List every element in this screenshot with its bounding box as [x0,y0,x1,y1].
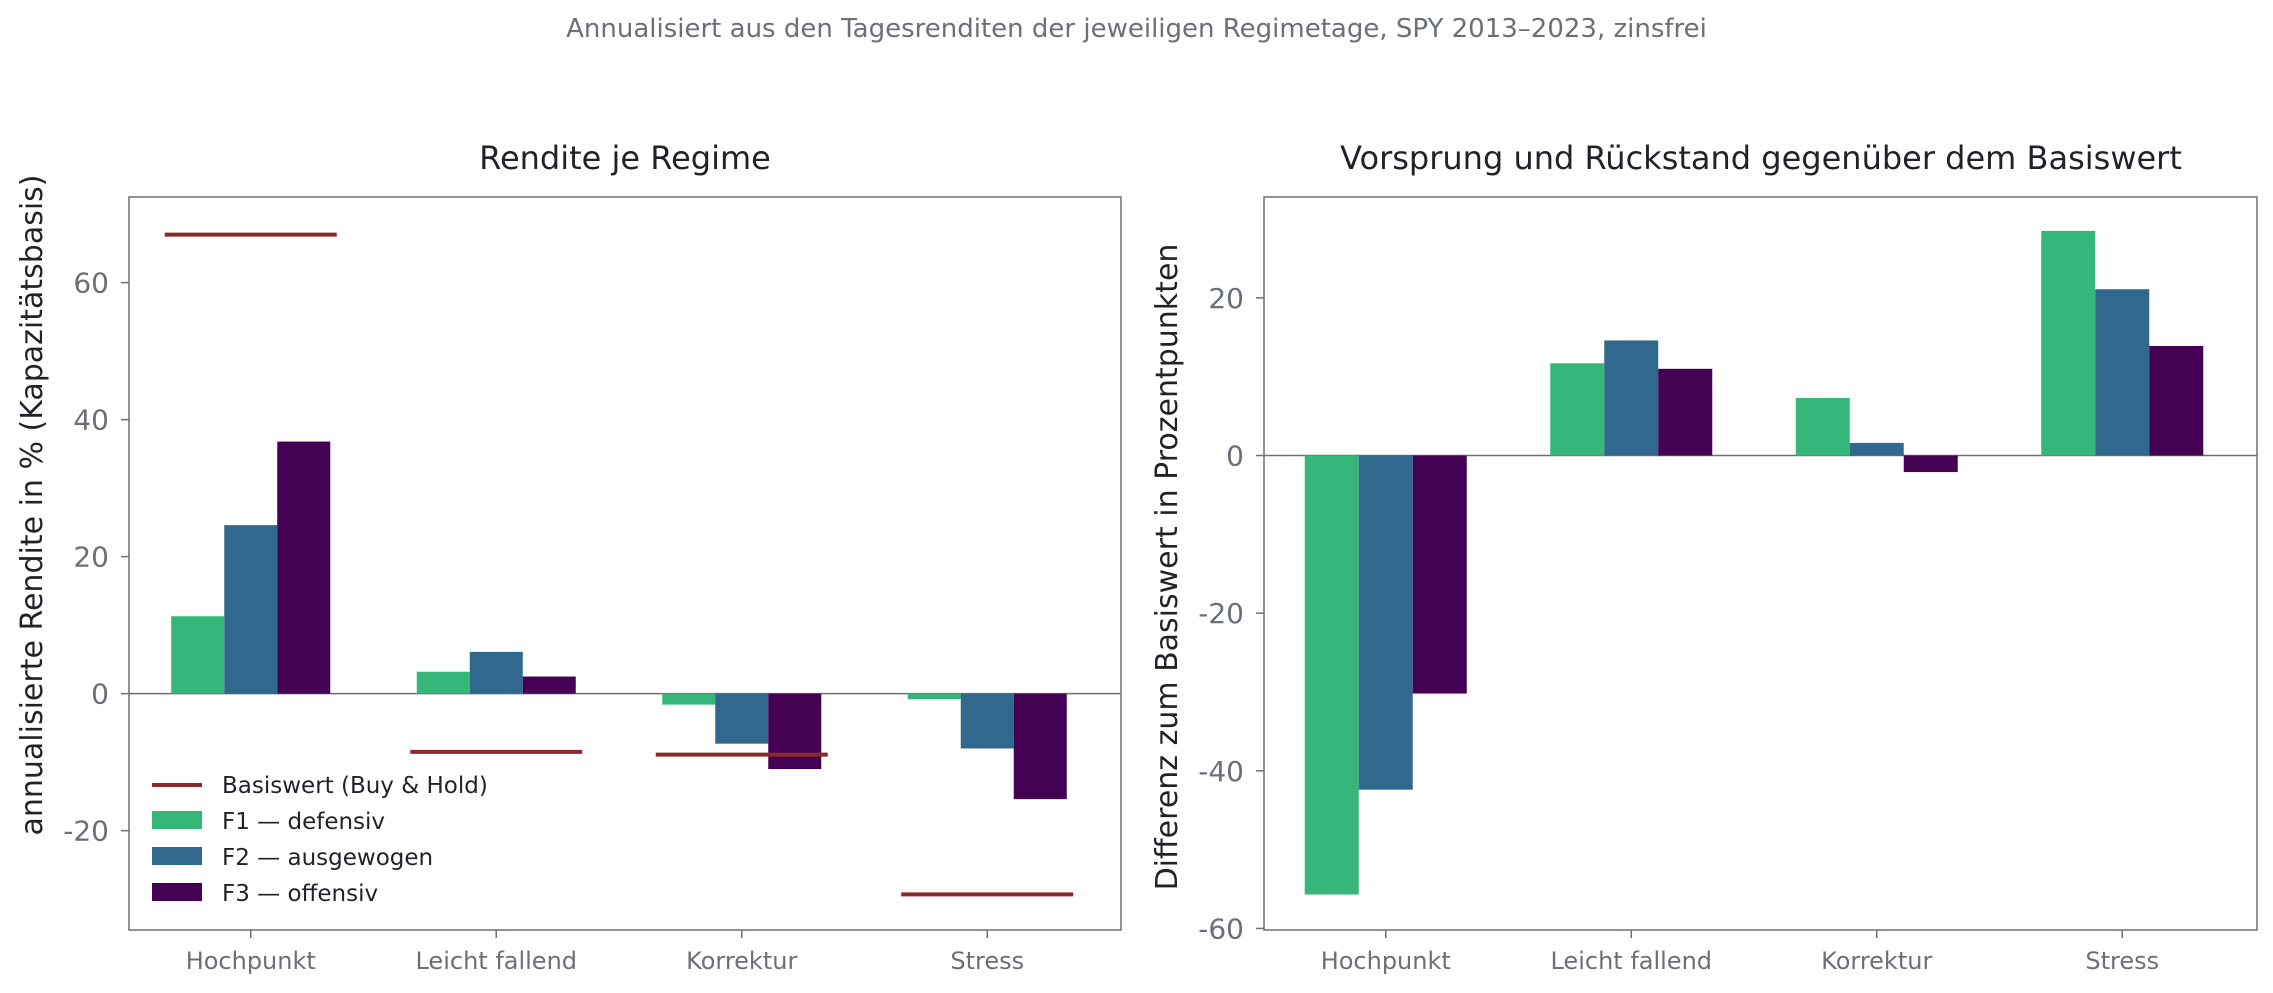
bar-f1-stress [2041,230,2096,456]
y-tick-label: -20 [1198,597,1244,630]
y-tick-label: 20 [73,541,109,574]
bar-f2-hochpunkt [1358,455,1413,790]
y-axis-label-returns: annualisierte Rendite in % (Kapazitätsba… [15,174,50,835]
plot-frame-difference [1263,196,2258,931]
legend-label-f1: F1 — defensiv [222,809,385,835]
x-tick-label: Leicht fallend [1550,947,1712,975]
x-ticks-returns: Hochpunkt Leicht fallend Korrektur Stress [186,930,1024,975]
bar-f2-korrektur [1849,442,1904,456]
bar-f2-korrektur [715,693,769,744]
bar-f2-leicht-fallend [1604,340,1659,456]
bar-f2-stress [2095,289,2150,456]
panel-returns: Rendite je Regime annualisierte Rendite … [15,139,1122,975]
baseline-markers [164,232,1074,897]
x-ticks-difference: Hochpunkt Leicht fallend Korrektur Stress [1321,930,2159,975]
bar-f1-leicht-fallend [416,671,470,694]
y-ticks-difference: -60 -40 -20 0 20 [1198,282,1264,945]
bar-f2-stress [960,693,1014,749]
legend-label-f3: F3 — offensiv [222,881,378,907]
x-tick-label: Hochpunkt [1321,947,1451,975]
bar-f3-hochpunkt [277,441,331,694]
bar-f3-korrektur [768,693,822,770]
y-tick-label: 40 [73,404,109,437]
bar-f1-stress [907,693,961,700]
bar-f2-leicht-fallend [469,651,523,694]
bar-f3-hochpunkt [1412,455,1467,694]
bar-f3-leicht-fallend [522,676,576,694]
legend-swatch-f2 [152,847,202,865]
y-tick-label: -40 [1198,755,1244,788]
x-tick-label: Stress [2085,947,2159,975]
y-tick-label: -60 [1198,912,1244,945]
bar-f1-korrektur [1795,397,1850,456]
bar-f1-korrektur [662,693,716,705]
panel-title-returns: Rendite je Regime [479,139,771,177]
y-tick-label: 0 [1226,440,1244,473]
x-tick-label: Leicht fallend [415,947,577,975]
bar-f1-leicht-fallend [1550,363,1605,456]
legend-label-f2: F2 — ausgewogen [222,845,433,871]
legend-swatch-f3 [152,883,202,901]
bar-f1-hochpunkt [1304,455,1359,895]
legend-swatch-f1 [152,811,202,829]
x-tick-label: Korrektur [686,947,797,975]
panel-title-difference: Vorsprung und Rückstand gegenüber dem Ba… [1340,139,2182,177]
x-tick-label: Korrektur [1821,947,1932,975]
legend: Basiswert (Buy & Hold) F1 — defensiv F2 … [152,773,488,907]
x-tick-label: Hochpunkt [186,947,316,975]
bars-returns [171,441,1067,800]
y-tick-label: 20 [1208,282,1244,315]
bar-f3-leicht-fallend [1658,368,1713,456]
bar-f2-hochpunkt [224,525,278,694]
y-ticks-returns: -20 0 20 40 60 [63,267,129,848]
bar-f3-stress [1013,693,1067,800]
x-tick-label: Stress [950,947,1024,975]
y-tick-label: 0 [91,678,109,711]
figure-suptitle: Annualisiert aus den Tagesrenditen der j… [566,14,1707,44]
bar-f1-hochpunkt [171,616,225,694]
panel-difference: Vorsprung und Rückstand gegenüber dem Ba… [1150,139,2258,975]
bars-difference [1304,230,2204,895]
legend-label-basis: Basiswert (Buy & Hold) [222,773,488,799]
bar-f3-stress [2149,345,2204,456]
y-tick-label: 60 [73,267,109,300]
y-tick-label: -20 [63,815,109,848]
y-axis-label-difference: Differenz zum Basiswert in Prozentpunkte… [1150,244,1185,891]
bar-f3-korrektur [1903,455,1958,473]
plot-frame-returns [128,196,1122,931]
